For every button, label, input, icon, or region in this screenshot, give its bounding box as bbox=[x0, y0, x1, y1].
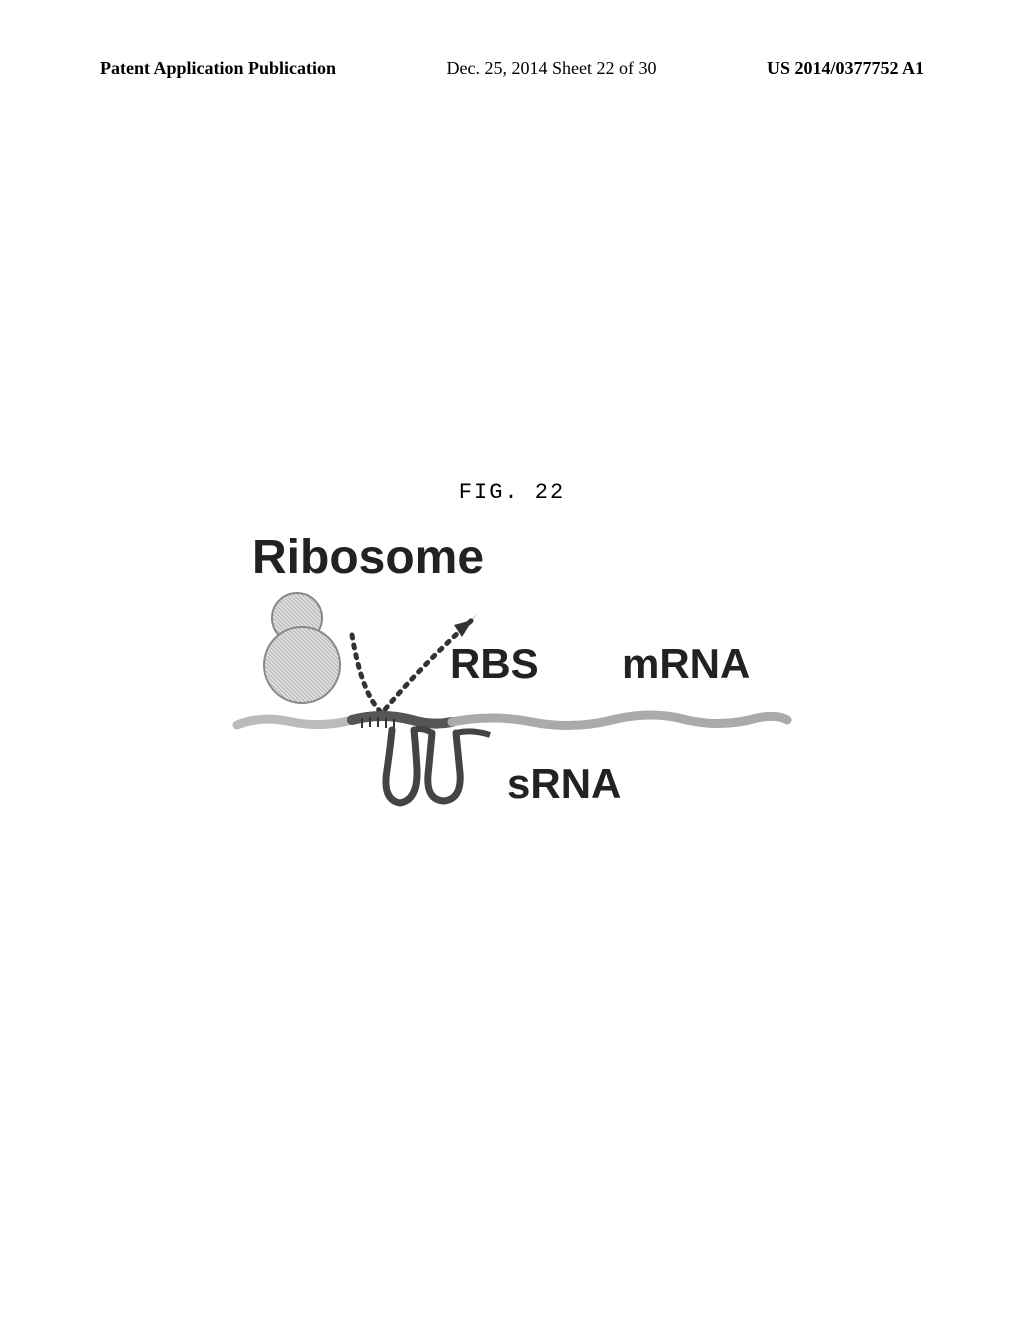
diagram-container: Ribosome RBS mRNA sRNA bbox=[232, 530, 792, 840]
header-center: Dec. 25, 2014 Sheet 22 of 30 bbox=[447, 58, 657, 79]
srna-hairpin bbox=[362, 725, 502, 825]
mrna-line bbox=[232, 700, 792, 740]
ribosome-icon bbox=[257, 590, 347, 710]
figure-caption: FIG. 22 bbox=[459, 480, 565, 505]
mrna-label: mRNA bbox=[622, 640, 750, 688]
ribosome-label: Ribosome bbox=[252, 530, 484, 585]
header-left: Patent Application Publication bbox=[100, 58, 336, 79]
srna-label: sRNA bbox=[507, 760, 621, 808]
header-right: US 2014/0377752 A1 bbox=[767, 58, 924, 79]
page-header: Patent Application Publication Dec. 25, … bbox=[0, 58, 1024, 79]
